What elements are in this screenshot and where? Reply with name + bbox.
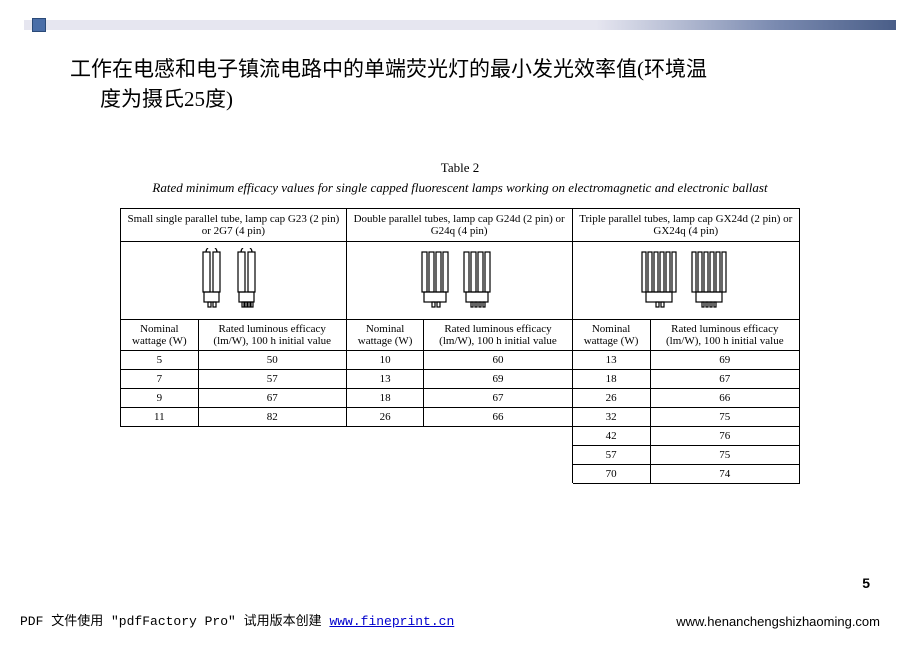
efficacy-table: Small single parallel tube, lamp cap G23… (120, 208, 800, 484)
empty-cell (121, 427, 573, 484)
triple-tube-icon (636, 248, 736, 310)
col-header-watt2: Nominal wattage (W) (346, 320, 424, 351)
table-label: Table 2 (120, 160, 800, 176)
table-caption: Rated minimum efficacy values for single… (120, 180, 800, 196)
col-header-eff3: Rated luminous efficacy (lm/W), 100 h in… (650, 320, 799, 351)
footer-link[interactable]: www.fineprint.cn (329, 614, 454, 629)
tube-image-triple (572, 242, 799, 320)
col-header-watt1: Nominal wattage (W) (121, 320, 199, 351)
title-line1: 工作在电感和电子镇流电路中的单端荧光灯的最小发光效率值(环境温 (70, 54, 860, 84)
table-row: 1182 2666 3275 (121, 408, 800, 427)
tube-image-single (121, 242, 347, 320)
group-header-2: Double parallel tubes, lamp cap G24d (2 … (346, 209, 572, 242)
table-row: 4276 (121, 427, 800, 446)
col-header-eff2: Rated luminous efficacy (lm/W), 100 h in… (424, 320, 572, 351)
group-header-1: Small single parallel tube, lamp cap G23… (121, 209, 347, 242)
slide-title: 工作在电感和电子镇流电路中的单端荧光灯的最小发光效率值(环境温 度为摄氏25度) (70, 54, 860, 115)
col-header-eff1: Rated luminous efficacy (lm/W), 100 h in… (198, 320, 346, 351)
tube-image-double (346, 242, 572, 320)
group-header-3: Triple parallel tubes, lamp cap GX24d (2… (572, 209, 799, 242)
footer-prefix: PDF 文件使用 "pdfFactory Pro" 试用版本创建 (20, 614, 329, 629)
footer-right: www.henanchengshizhaoming.com (676, 614, 880, 629)
title-line2: 度为摄氏25度) (70, 84, 860, 114)
single-tube-icon (193, 248, 273, 310)
table-row: 550 1060 1369 (121, 351, 800, 370)
slide-header-band (24, 20, 896, 30)
page-number: 5 (862, 575, 870, 591)
accent-square-icon (32, 18, 46, 32)
table-row: 757 1369 1867 (121, 370, 800, 389)
table-region: Table 2 Rated minimum efficacy values fo… (120, 160, 800, 484)
col-header-watt3: Nominal wattage (W) (572, 320, 650, 351)
footer-left: PDF 文件使用 "pdfFactory Pro" 试用版本创建 www.fin… (20, 610, 454, 629)
table-row: 967 1867 2666 (121, 389, 800, 408)
band-gradient (596, 20, 896, 30)
double-tube-icon (414, 248, 504, 310)
